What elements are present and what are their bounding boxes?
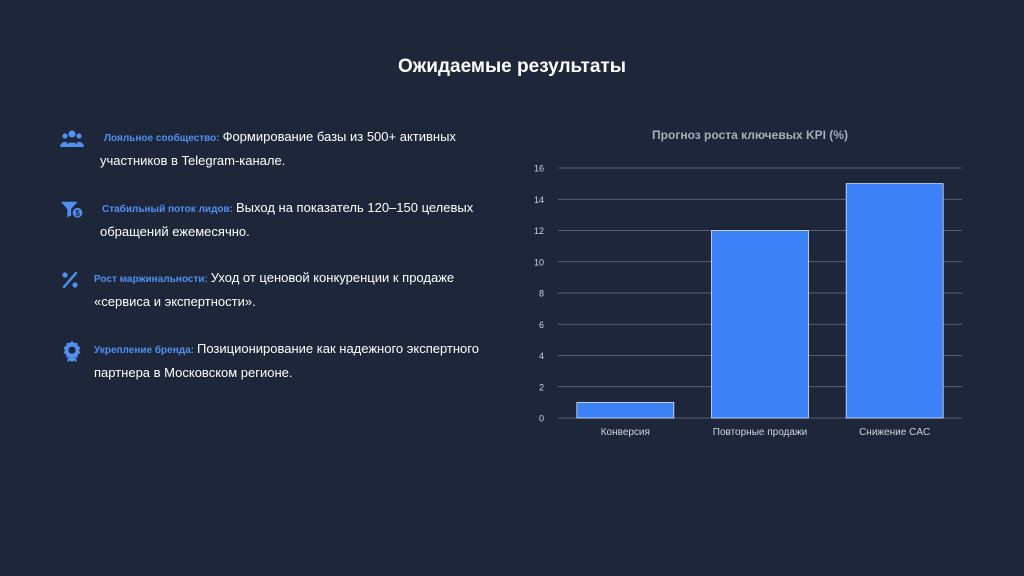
item-text-line1: Выход на показатель 120–150 целевых bbox=[236, 200, 474, 215]
y-tick-label: 10 bbox=[534, 257, 544, 267]
y-tick-label: 6 bbox=[539, 320, 544, 330]
bar-1 bbox=[576, 401, 675, 419]
percent-icon bbox=[60, 269, 80, 291]
y-tick-label: 8 bbox=[539, 289, 544, 299]
item-text-line1: Уход от ценовой конкуренции к продаже bbox=[210, 270, 455, 285]
y-tick-label: 4 bbox=[539, 351, 544, 361]
item-label: Лояльное сообщество: bbox=[104, 133, 220, 144]
x-category-label: Повторные продажи bbox=[713, 427, 807, 438]
y-tick-label: 0 bbox=[539, 414, 544, 424]
award-icon bbox=[60, 340, 84, 362]
item-label: Укрепление бренда: bbox=[94, 345, 194, 356]
item-text-line1: Позиционирование как надежного экспертно… bbox=[197, 341, 479, 356]
y-tick-label: 2 bbox=[539, 382, 544, 392]
item-label: Рост маржинальности: bbox=[94, 274, 208, 285]
result-item-community: Лояльное сообщество: Формирование базы из… bbox=[60, 126, 480, 172]
item-text-line2: «сервиса и экспертности». bbox=[94, 294, 256, 309]
page-title: Ожидаемые результаты bbox=[398, 56, 626, 77]
y-tick-label: 12 bbox=[534, 226, 544, 236]
y-tick-label: 14 bbox=[534, 195, 544, 205]
result-item-margin: Рост маржинальности: Уход от ценовой конк… bbox=[60, 267, 480, 313]
result-item-brand: Укрепление бренда: Позиционирование как н… bbox=[60, 338, 480, 384]
result-item-leads: $ Стабильный поток лидов: Выход на показа… bbox=[60, 197, 480, 243]
item-text-line2: участников в Telegram-канале. bbox=[100, 153, 286, 168]
svg-text:$: $ bbox=[75, 208, 80, 218]
bar-3 bbox=[845, 183, 944, 419]
funnel-dollar-icon: $ bbox=[60, 199, 84, 221]
item-text-line1: Формирование базы из 500+ активных bbox=[222, 129, 456, 144]
item-text-line2: партнера в Московском регионе. bbox=[94, 365, 293, 380]
bar-2 bbox=[711, 230, 809, 419]
kpi-bar-chart: 0 2 4 6 8 10 12 14 16 Конверсия Повторные продажи С… bbox=[534, 164, 962, 438]
people-icon bbox=[60, 128, 84, 150]
x-category-label: Конверсия bbox=[601, 427, 650, 438]
chart-title: Прогноз роста ключевых KPI (%) bbox=[652, 128, 848, 142]
y-tick-label: 16 bbox=[534, 164, 544, 174]
item-label: Стабильный поток лидов: bbox=[102, 204, 234, 215]
item-text-line2: обращений ежемесячно. bbox=[100, 224, 250, 239]
x-category-label: Снижение CAC bbox=[859, 427, 930, 438]
